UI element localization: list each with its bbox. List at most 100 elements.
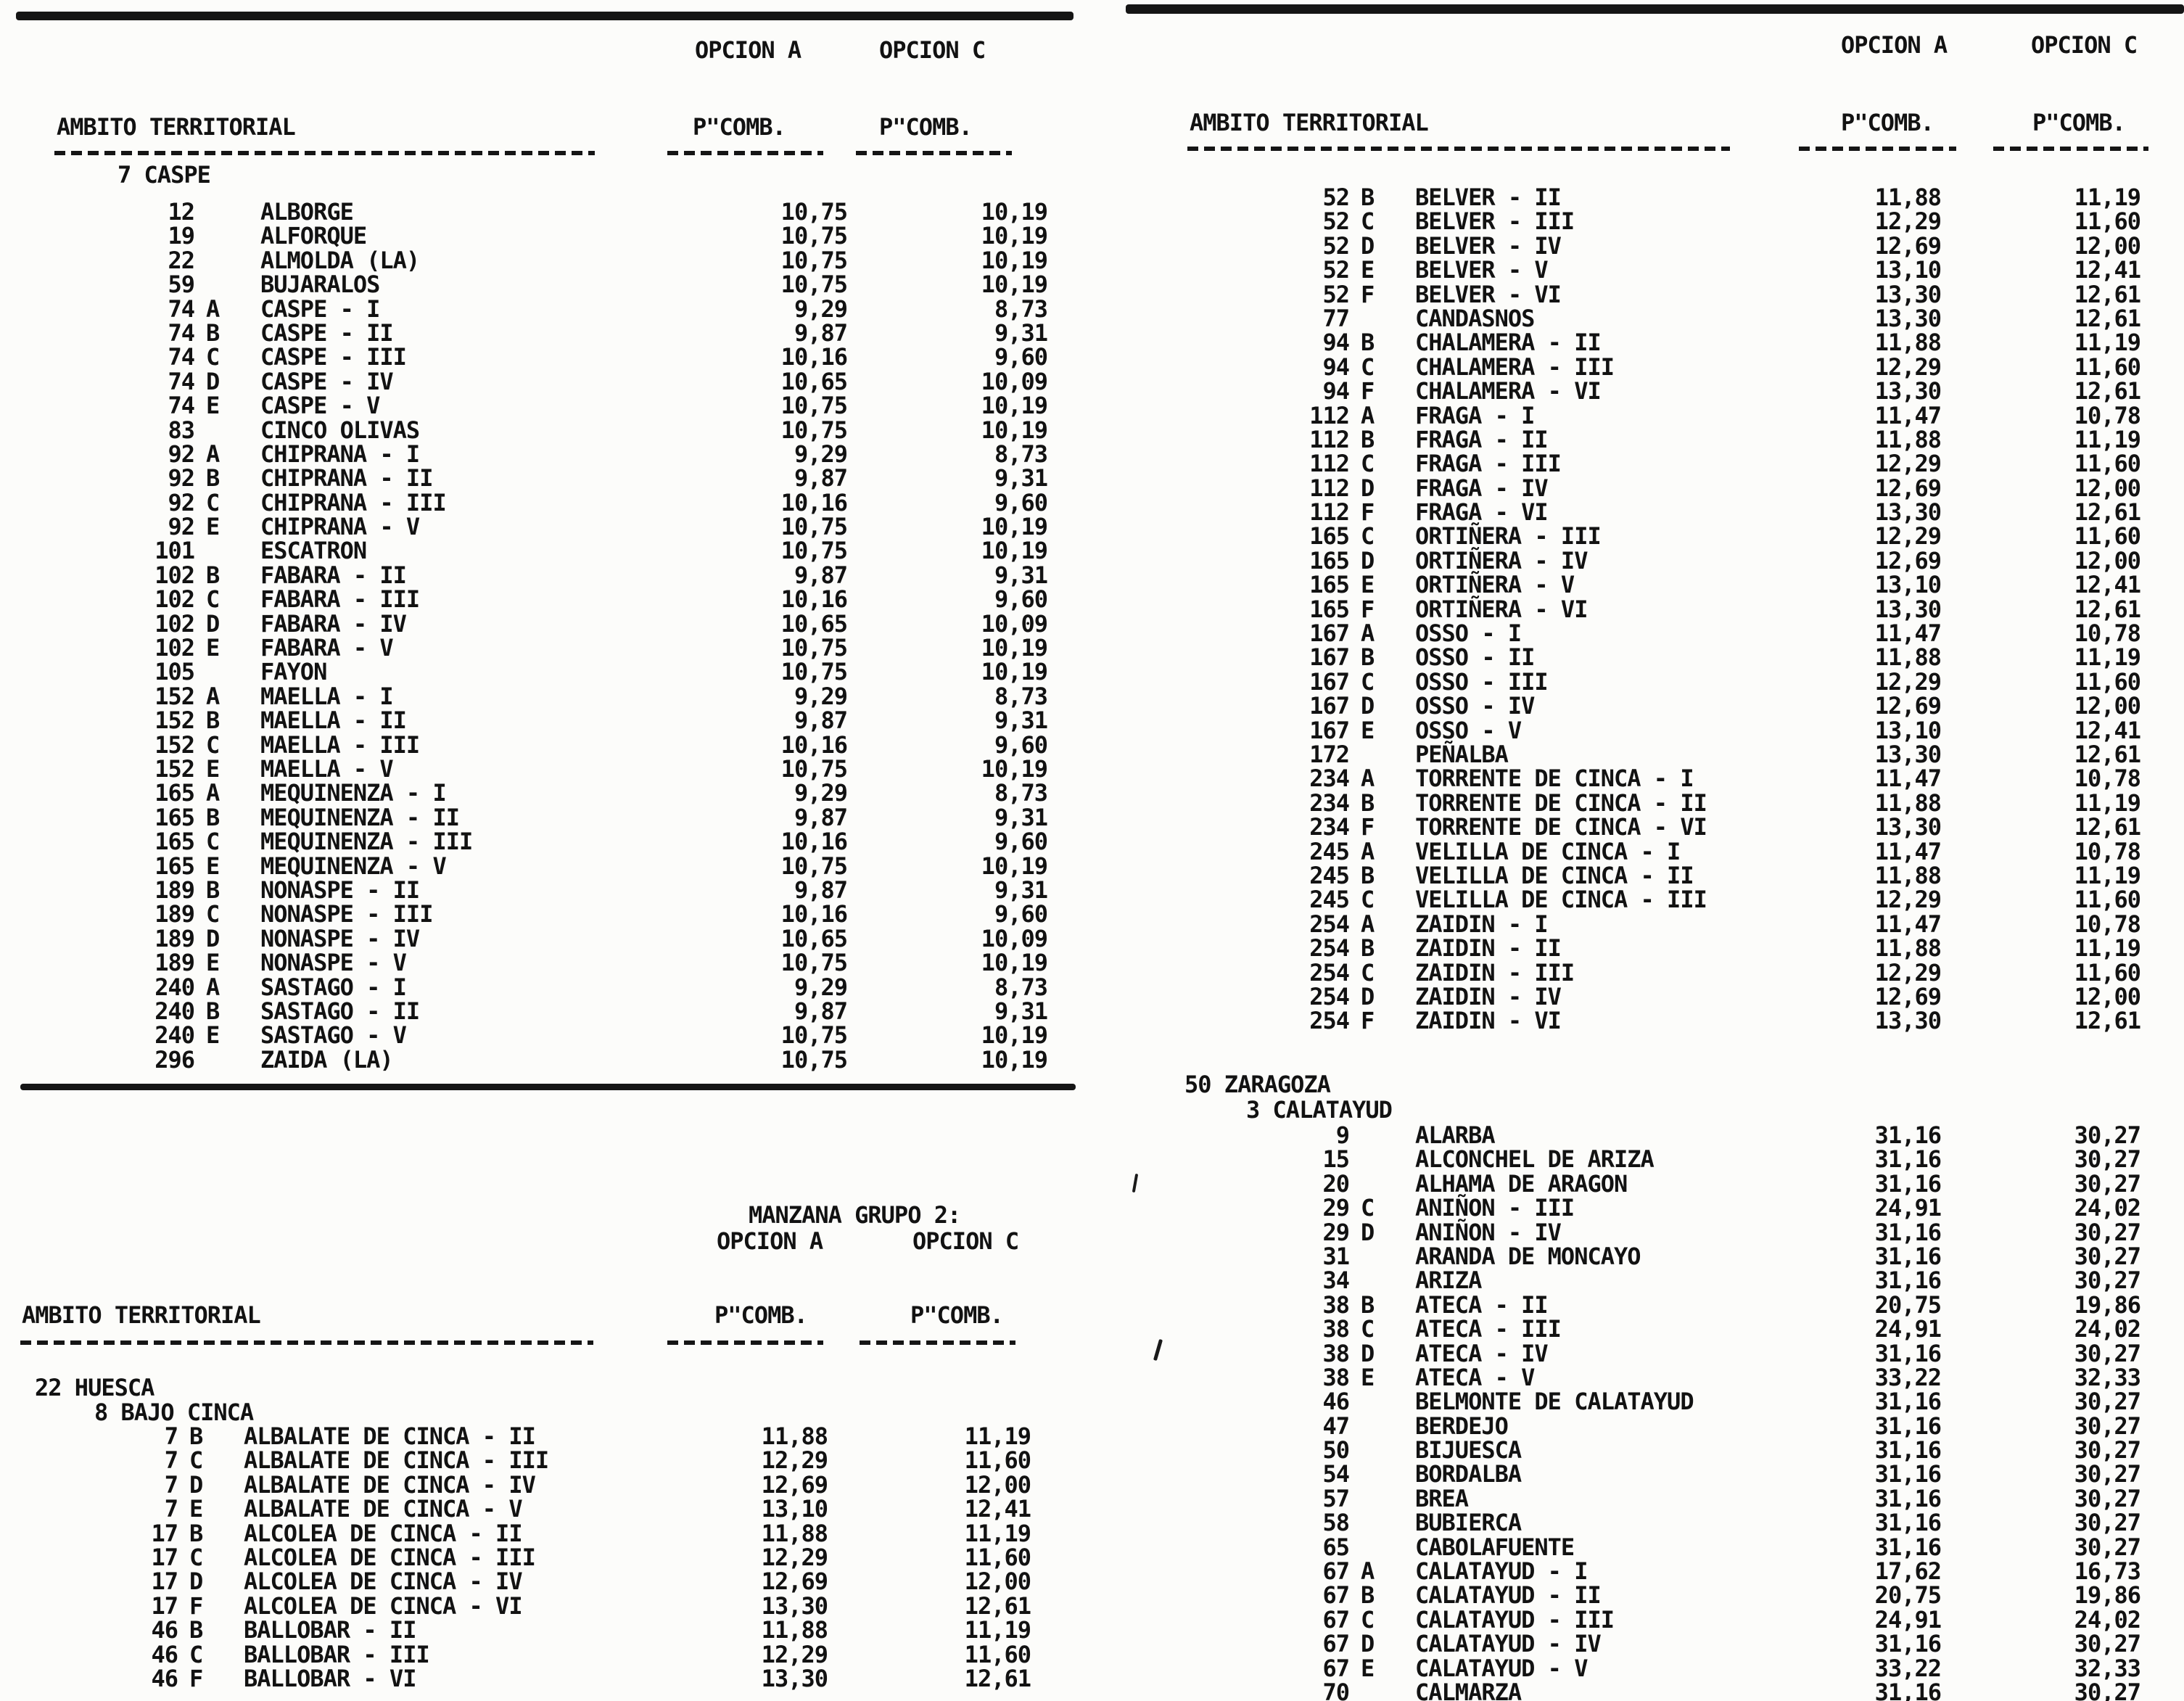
cell-territory-name: CASPE - V [260, 392, 380, 420]
table-row: 189 E NONASPE - V 10,75 10,19 [105, 949, 1048, 977]
cell-territory-name: ZAIDIN - I [1415, 910, 1549, 938]
cell-sector-letter [194, 200, 260, 224]
cell-code: 38 [1322, 1315, 1350, 1343]
table-row: 29 C ANIÑON - III 24,91 24,02 [1258, 1195, 2141, 1220]
cell-opcion-a-value: 31,16 [1874, 1630, 1942, 1658]
cell-territory-name: MEQUINENZA - V [260, 852, 447, 880]
cell-opcion-c-value: 10,19 [981, 852, 1048, 880]
cell-territory-name: CALATAYUD - V [1415, 1654, 1588, 1682]
cell-opcion-a-value: 11,88 [1874, 788, 1942, 817]
cell-code: 74 [168, 295, 195, 323]
cell-opcion-a-value: 11,47 [1874, 765, 1942, 793]
table-row: 94 F CHALAMERA - VI 13,30 12,61 [1258, 379, 2141, 403]
right-pcomb-c-header: P"COMB. [2032, 109, 2126, 136]
right-pcomb-a-header: P"COMB. [1841, 109, 1934, 136]
left2-pcomb-c-underline [860, 1340, 1015, 1345]
table-row: 240 A SASTAGO - I 9,29 8,73 [105, 973, 1048, 1001]
cell-opcion-c-value: 11,19 [2074, 788, 2141, 817]
cell-sector-letter [194, 1048, 260, 1072]
cell-code: 15 [1322, 1145, 1350, 1174]
cell-opcion-a-value: 11,88 [1874, 643, 1942, 672]
cell-opcion-c-value: 9,60 [994, 488, 1048, 516]
cell-code: 74 [168, 367, 195, 395]
cell-code: 234 [1309, 765, 1350, 793]
cell-opcion-c-value: 12,00 [2074, 231, 2141, 260]
cell-territory-name: CHIPRANA - I [260, 440, 420, 468]
cell-code: 167 [1309, 619, 1350, 648]
cell-territory-name: MAELLA - V [260, 754, 394, 783]
left1-pcomb-c-header: P"COMB. [879, 113, 973, 141]
cell-sector-letter: C [206, 585, 220, 614]
cell-opcion-a-value: 31,16 [1874, 1460, 1942, 1488]
cell-code: 254 [1309, 934, 1350, 963]
cell-sector-letter: A [1361, 619, 1375, 648]
cell-sector-letter: B [1361, 1290, 1375, 1319]
cell-territory-name: ZAIDIN - II [1415, 934, 1562, 963]
cell-territory-name: ZAIDIN - IV [1415, 982, 1562, 1010]
cell-opcion-a-value: 10,65 [780, 924, 848, 952]
cell-code: 17 [151, 1568, 178, 1596]
cell-sector-letter [194, 273, 260, 297]
cell-opcion-c-value: 10,19 [981, 513, 1048, 541]
cell-sector-letter: D [1361, 1630, 1375, 1658]
table-row: 46 B BALLOBAR - II 11,88 11,19 [91, 1618, 1031, 1642]
cell-opcion-c-value: 9,60 [994, 343, 1048, 371]
cell-opcion-c-value: 9,31 [994, 318, 1048, 347]
cell-territory-name: ATECA - III [1415, 1315, 1562, 1343]
cell-sector-letter: D [206, 924, 220, 952]
cell-sector-letter: F [1361, 280, 1375, 308]
cell-sector-letter: E [1361, 256, 1375, 284]
cell-sector-letter: A [206, 973, 220, 1001]
cell-sector-letter: E [1361, 571, 1375, 599]
table-row: 20 ALHAMA DE ARAGON 31,16 30,27 [1258, 1171, 2141, 1196]
left2-pcomb-c-header: P"COMB. [910, 1301, 1004, 1329]
cell-code: 102 [154, 561, 195, 589]
cell-territory-name: ARIZA [1415, 1267, 1482, 1295]
cell-sector-letter: B [206, 876, 220, 904]
cell-sector-letter: E [1361, 1654, 1375, 1682]
cell-opcion-a-value: 31,16 [1874, 1509, 1942, 1537]
cell-territory-name: BORDALBA [1415, 1460, 1522, 1488]
cell-opcion-c-value: 9,60 [994, 730, 1048, 759]
cell-code: 165 [154, 803, 195, 831]
cell-territory-name: ALCOLEA DE CINCA - II [244, 1519, 523, 1547]
cell-opcion-a-value: 10,16 [780, 900, 848, 928]
cell-sector-letter: C [206, 900, 220, 928]
cell-territory-name: ALMOLDA (LA) [260, 246, 420, 274]
cell-opcion-a-value: 31,16 [1874, 1267, 1942, 1295]
cell-territory-name: ALBALATE DE CINCA - II [244, 1422, 536, 1450]
cell-opcion-a-value: 12,69 [1874, 982, 1942, 1010]
cell-territory-name: CALATAYUD - III [1415, 1605, 1615, 1634]
cell-code: 101 [154, 537, 195, 565]
cell-opcion-c-value: 12,61 [964, 1664, 1031, 1692]
cell-opcion-a-value: 31,16 [1874, 1388, 1942, 1416]
cell-opcion-a-value: 11,47 [1874, 401, 1942, 429]
cell-opcion-c-value: 11,60 [2074, 207, 2141, 236]
cell-opcion-c-value: 10,19 [981, 949, 1048, 977]
cell-sector-letter: F [1361, 595, 1375, 623]
cell-opcion-a-value: 13,30 [1874, 740, 1942, 768]
cell-code: 112 [1309, 498, 1350, 527]
cell-code: 167 [1309, 692, 1350, 720]
cell-territory-name: MAELLA - II [260, 707, 407, 735]
cell-opcion-a-value: 10,75 [780, 392, 848, 420]
cell-sector-letter: D [1361, 231, 1375, 260]
cell-code: 165 [1309, 522, 1350, 551]
cell-opcion-a-value: 12,69 [1874, 692, 1942, 720]
cell-code: 112 [1309, 425, 1350, 453]
right-comarca-label: 3 CALATAYUD [1246, 1096, 1393, 1124]
cell-opcion-c-value: 12,61 [2074, 304, 2141, 332]
table-row: 92 B CHIPRANA - II 9,87 9,31 [105, 464, 1048, 493]
cell-sector-letter [1349, 1245, 1415, 1269]
cell-sector-letter: D [1361, 1218, 1375, 1246]
cell-sector-letter: B [189, 1616, 203, 1644]
cell-territory-name: BALLOBAR - VI [244, 1664, 416, 1692]
cell-opcion-c-value: 9,31 [994, 561, 1048, 589]
cell-territory-name: BELVER - II [1415, 184, 1562, 211]
cell-opcion-c-value: 32,33 [2074, 1363, 2141, 1391]
cell-opcion-c-value: 8,73 [994, 779, 1048, 807]
cell-sector-letter: A [206, 682, 220, 710]
cell-code: 92 [168, 464, 195, 493]
cell-opcion-c-value: 11,60 [2074, 353, 2141, 381]
cell-code: 52 [1322, 207, 1350, 236]
